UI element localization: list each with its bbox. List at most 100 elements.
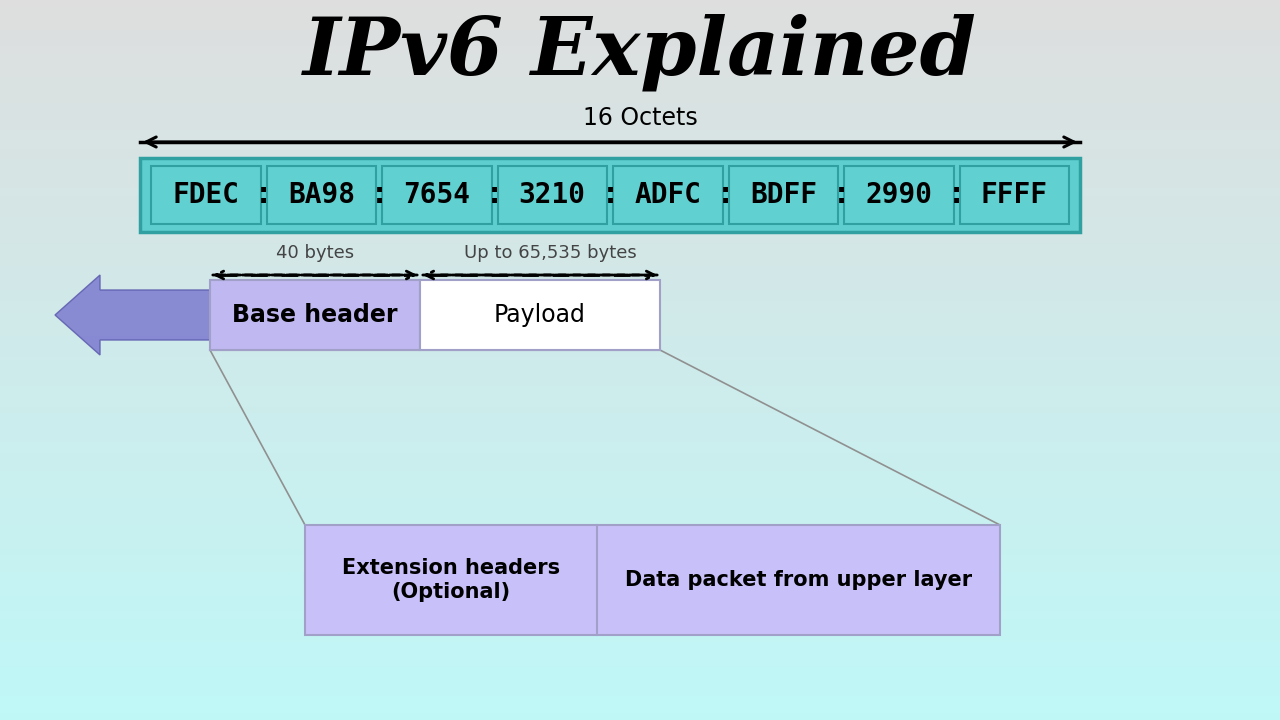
Bar — [0, 681, 1280, 684]
Bar — [0, 224, 1280, 227]
Bar — [0, 116, 1280, 119]
Bar — [0, 584, 1280, 587]
Bar — [0, 404, 1280, 407]
Bar — [0, 390, 1280, 392]
Bar — [0, 219, 1280, 222]
Bar — [0, 217, 1280, 220]
Bar — [0, 222, 1280, 225]
Bar — [0, 147, 1280, 149]
Bar — [0, 321, 1280, 324]
Bar — [0, 55, 1280, 58]
Bar — [0, 375, 1280, 378]
Bar — [0, 123, 1280, 126]
FancyBboxPatch shape — [728, 166, 838, 224]
Bar — [0, 46, 1280, 49]
Bar — [0, 328, 1280, 331]
Bar — [0, 244, 1280, 246]
Bar — [0, 447, 1280, 450]
Bar — [0, 575, 1280, 577]
Bar — [0, 431, 1280, 433]
Bar — [0, 503, 1280, 505]
Bar — [0, 303, 1280, 306]
Bar — [0, 356, 1280, 358]
Bar — [0, 597, 1280, 599]
Text: BA98: BA98 — [288, 181, 355, 209]
Bar — [0, 494, 1280, 497]
Bar — [0, 39, 1280, 41]
Bar — [0, 548, 1280, 551]
Bar — [0, 456, 1280, 459]
Bar — [0, 226, 1280, 229]
Bar — [0, 240, 1280, 243]
Bar — [0, 134, 1280, 137]
Bar — [0, 631, 1280, 634]
Text: :: : — [836, 181, 846, 209]
Bar — [0, 15, 1280, 18]
Bar — [0, 487, 1280, 490]
Bar — [0, 489, 1280, 491]
Bar — [0, 89, 1280, 91]
Bar — [0, 622, 1280, 625]
Bar — [0, 292, 1280, 295]
Text: BDFF: BDFF — [750, 181, 817, 209]
Bar — [0, 235, 1280, 238]
Bar — [0, 528, 1280, 531]
Text: :: : — [489, 181, 500, 209]
Bar — [0, 413, 1280, 416]
Bar — [0, 17, 1280, 19]
Bar — [0, 10, 1280, 12]
Bar — [0, 354, 1280, 356]
Bar — [0, 102, 1280, 104]
Bar — [0, 442, 1280, 444]
Bar — [0, 710, 1280, 713]
Bar — [0, 26, 1280, 29]
Bar — [0, 620, 1280, 623]
Bar — [0, 611, 1280, 613]
Bar — [0, 35, 1280, 37]
Bar — [0, 672, 1280, 675]
Bar — [0, 501, 1280, 504]
Bar — [0, 267, 1280, 270]
Bar — [0, 564, 1280, 567]
Bar — [0, 76, 1280, 79]
Bar — [0, 379, 1280, 382]
Bar — [0, 21, 1280, 23]
Bar — [0, 372, 1280, 374]
Text: Data packet from upper layer: Data packet from upper layer — [625, 570, 972, 590]
Bar — [0, 206, 1280, 209]
Bar — [0, 186, 1280, 189]
Bar — [0, 674, 1280, 677]
FancyBboxPatch shape — [613, 166, 722, 224]
Bar — [0, 420, 1280, 423]
Bar — [0, 523, 1280, 526]
Bar — [0, 634, 1280, 637]
Bar — [0, 392, 1280, 395]
Bar — [0, 289, 1280, 292]
Bar — [0, 6, 1280, 9]
Bar — [0, 469, 1280, 472]
Bar — [0, 231, 1280, 234]
Bar — [0, 577, 1280, 580]
Bar — [0, 300, 1280, 302]
Bar — [0, 507, 1280, 510]
Bar — [0, 345, 1280, 347]
Bar — [0, 148, 1280, 151]
Bar — [0, 352, 1280, 355]
Bar — [0, 179, 1280, 181]
Polygon shape — [55, 275, 210, 355]
Bar — [0, 426, 1280, 428]
Bar — [0, 512, 1280, 515]
Bar — [0, 508, 1280, 511]
Bar — [0, 361, 1280, 364]
Bar — [0, 3, 1280, 5]
Bar — [0, 381, 1280, 383]
Bar — [0, 411, 1280, 414]
Bar — [0, 202, 1280, 205]
Bar — [0, 669, 1280, 671]
Bar — [0, 408, 1280, 410]
Bar — [0, 701, 1280, 703]
Bar — [0, 647, 1280, 649]
Bar — [0, 172, 1280, 175]
Bar — [0, 480, 1280, 482]
Bar — [0, 364, 1280, 367]
